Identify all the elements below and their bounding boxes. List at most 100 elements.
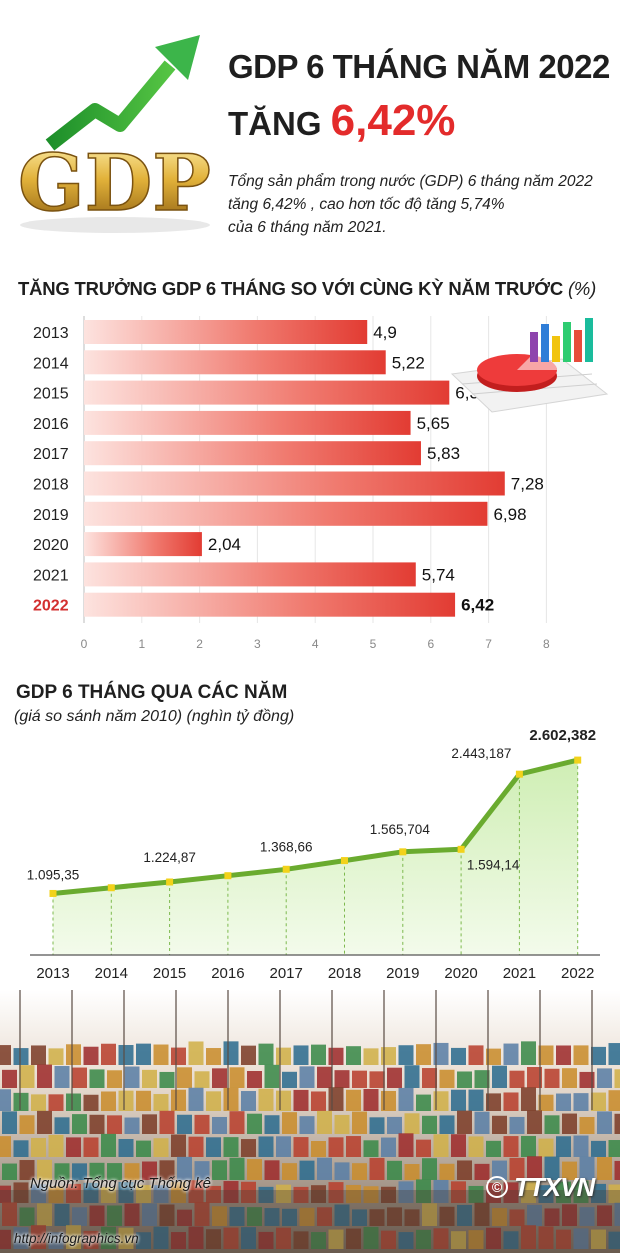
bar-value-label: 4,9 bbox=[373, 323, 397, 342]
bar-chart-title-text: TĂNG TRƯỞNG GDP 6 THÁNG SO VỚI CÙNG KỲ N… bbox=[18, 278, 564, 299]
container-block bbox=[503, 1092, 519, 1111]
container-block bbox=[614, 1202, 620, 1226]
container-block bbox=[317, 1066, 332, 1088]
container-block bbox=[433, 1228, 449, 1249]
container-block bbox=[439, 1206, 455, 1226]
container-block bbox=[31, 1184, 46, 1203]
container-block bbox=[31, 1137, 46, 1157]
container-block bbox=[468, 1045, 484, 1065]
area-fill bbox=[53, 760, 578, 955]
bar-value-label: 7,28 bbox=[511, 475, 544, 494]
container-block bbox=[206, 1091, 221, 1111]
container-block bbox=[188, 1041, 204, 1065]
container-block bbox=[591, 1140, 606, 1157]
container-block bbox=[492, 1208, 507, 1226]
container-block bbox=[503, 1231, 519, 1249]
container-block bbox=[317, 1207, 332, 1226]
website-link[interactable]: http://infographics.vn bbox=[14, 1231, 139, 1246]
x-tick-label: 2021 bbox=[503, 965, 536, 982]
year-label: 2014 bbox=[33, 355, 69, 372]
container-block bbox=[258, 1186, 274, 1203]
x-tick-label: 2019 bbox=[386, 965, 419, 982]
container-block bbox=[433, 1042, 449, 1065]
container-block bbox=[352, 1209, 367, 1226]
container-block bbox=[608, 1090, 620, 1111]
container-block bbox=[556, 1093, 571, 1111]
container-block bbox=[457, 1110, 472, 1134]
year-label: 2015 bbox=[33, 386, 69, 403]
year-label: 2013 bbox=[33, 325, 69, 342]
container-block bbox=[247, 1113, 262, 1134]
container-block bbox=[293, 1045, 309, 1065]
container-block bbox=[492, 1160, 507, 1180]
container-block bbox=[527, 1156, 542, 1180]
container-block bbox=[369, 1071, 385, 1088]
container-block bbox=[66, 1044, 81, 1065]
container-block bbox=[579, 1207, 595, 1226]
container-block bbox=[229, 1111, 245, 1134]
container-block bbox=[363, 1226, 379, 1249]
container-block bbox=[521, 1179, 536, 1203]
container-block bbox=[153, 1094, 169, 1111]
container-block bbox=[153, 1044, 169, 1065]
container-block bbox=[124, 1163, 140, 1180]
container-block bbox=[37, 1203, 52, 1226]
container-block bbox=[264, 1208, 280, 1226]
x-tick-label: 2014 bbox=[95, 965, 128, 982]
container-block bbox=[264, 1160, 280, 1180]
container-block bbox=[363, 1048, 379, 1065]
container-block bbox=[398, 1045, 414, 1065]
container-block bbox=[107, 1163, 122, 1180]
headline-title: GDP 6 THÁNG NĂM 2022 bbox=[228, 48, 610, 85]
container-block bbox=[299, 1116, 315, 1134]
container-block bbox=[171, 1047, 186, 1065]
data-point bbox=[282, 865, 290, 873]
container-block bbox=[37, 1110, 52, 1134]
container-block bbox=[171, 1232, 186, 1249]
growth-bar-chart: 01234567820134,920145,2220156,3220165,65… bbox=[33, 316, 550, 651]
container-block bbox=[188, 1180, 204, 1203]
container-block bbox=[422, 1068, 437, 1088]
container-block bbox=[334, 1204, 350, 1226]
container-block bbox=[311, 1232, 326, 1249]
container-block bbox=[188, 1226, 204, 1249]
container-block bbox=[416, 1044, 431, 1065]
container-block bbox=[241, 1091, 256, 1111]
container-block bbox=[136, 1090, 151, 1111]
container-block bbox=[48, 1186, 64, 1203]
container-block bbox=[538, 1226, 554, 1249]
copyright-icon: © bbox=[486, 1176, 508, 1198]
container-block bbox=[258, 1136, 274, 1157]
container-block bbox=[118, 1045, 134, 1065]
container-block bbox=[194, 1114, 210, 1134]
container-block bbox=[19, 1207, 35, 1226]
container-block bbox=[538, 1045, 554, 1065]
container-block bbox=[457, 1160, 472, 1180]
container-block bbox=[54, 1066, 70, 1088]
container-block bbox=[352, 1070, 367, 1088]
bar bbox=[84, 592, 456, 617]
year-label: 2022 bbox=[33, 598, 69, 615]
container-block bbox=[608, 1140, 620, 1157]
container-block bbox=[142, 1203, 157, 1226]
container-block bbox=[31, 1045, 46, 1065]
container-block bbox=[293, 1137, 309, 1157]
headline-prefix: TĂNG bbox=[228, 105, 322, 142]
container-block bbox=[369, 1157, 385, 1180]
container-block bbox=[19, 1115, 35, 1134]
container-block bbox=[171, 1134, 186, 1157]
container-block bbox=[19, 1065, 35, 1088]
container-block bbox=[223, 1137, 239, 1157]
container-block bbox=[363, 1186, 379, 1203]
container-block bbox=[404, 1113, 420, 1134]
container-block bbox=[573, 1180, 589, 1203]
container-block bbox=[212, 1068, 227, 1088]
container-block bbox=[398, 1181, 414, 1203]
bar bbox=[84, 501, 488, 526]
container-block bbox=[614, 1113, 620, 1134]
container-block bbox=[241, 1227, 256, 1249]
container-block bbox=[468, 1136, 484, 1157]
bar-value-label: 6,42 bbox=[461, 596, 494, 615]
headline-growth-value: 6,42% bbox=[330, 96, 456, 145]
container-block bbox=[276, 1136, 291, 1157]
